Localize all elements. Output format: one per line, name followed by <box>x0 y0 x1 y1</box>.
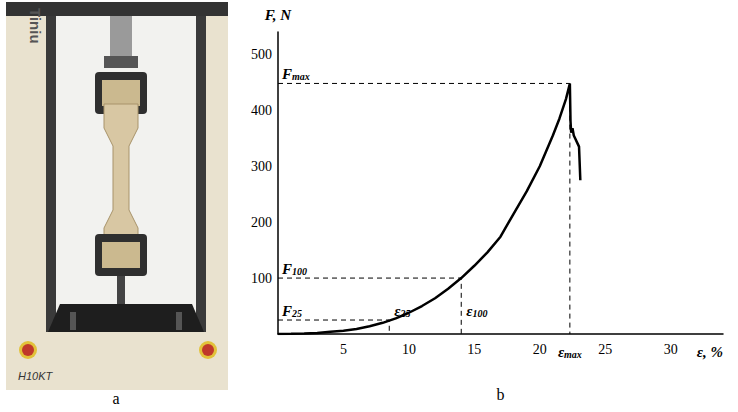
html-text:ε25: ε25 <box>394 302 411 319</box>
svg-text:5: 5 <box>340 342 347 357</box>
svg-text:F: F <box>281 261 292 277</box>
svg-text:Tiniu: Tiniu <box>27 8 44 44</box>
svg-text:200: 200 <box>251 215 272 230</box>
svg-text:ε, %: ε, % <box>697 344 723 360</box>
svg-text:25: 25 <box>291 308 302 319</box>
svg-text:F: F <box>281 66 292 82</box>
svg-text:ε: ε <box>557 343 565 360</box>
svg-text:F: F <box>281 303 292 319</box>
svg-text:max: max <box>292 71 310 82</box>
svg-text:20: 20 <box>533 342 547 357</box>
svg-text:500: 500 <box>251 47 272 62</box>
html-text:b: b <box>496 386 505 403</box>
svg-text:100: 100 <box>251 271 272 286</box>
svg-text:100: 100 <box>472 308 487 319</box>
svg-text:H10KT: H10KT <box>18 370 54 382</box>
svg-text:400: 400 <box>251 103 272 118</box>
svg-text:300: 300 <box>251 159 272 174</box>
svg-text:10: 10 <box>402 342 416 357</box>
svg-text:ε: ε <box>466 302 473 319</box>
svg-text:max: max <box>564 349 582 360</box>
svg-text:25: 25 <box>598 342 612 357</box>
svg-text:a: a <box>112 390 119 407</box>
svg-text:100: 100 <box>292 266 307 277</box>
svg-text:F, N: F, N <box>264 7 293 23</box>
svg-text:15: 15 <box>467 342 481 357</box>
svg-text:30: 30 <box>664 342 678 357</box>
